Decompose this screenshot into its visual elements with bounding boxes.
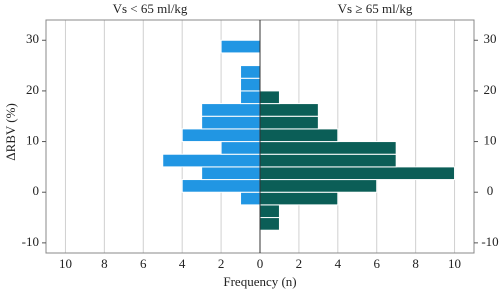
- y-tick-label: 20: [484, 82, 497, 97]
- bar: [259, 204, 280, 219]
- y-tick-label: -10: [22, 234, 39, 249]
- bar: [201, 115, 261, 130]
- x-tick-label: 2: [218, 256, 225, 271]
- x-tick-label: 6: [140, 256, 147, 271]
- bar: [259, 153, 397, 168]
- bar: [201, 166, 261, 181]
- bar: [259, 90, 280, 105]
- y-tick-label: 10: [26, 133, 39, 148]
- bar: [259, 191, 339, 206]
- x-tick-label: 4: [179, 256, 186, 271]
- bar: [220, 39, 261, 54]
- bar: [259, 115, 319, 130]
- x-tick-label: 8: [412, 256, 419, 271]
- bar: [181, 128, 261, 143]
- y-tick-label: 10: [484, 133, 497, 148]
- x-tick-label: 8: [101, 256, 108, 271]
- x-axis-label: Frequency (n): [223, 274, 296, 289]
- y-tick-label: 0: [487, 183, 494, 198]
- y-tick-label: -10: [481, 234, 498, 249]
- x-tick-label: 6: [373, 256, 380, 271]
- x-tick-label: 10: [59, 256, 72, 271]
- bar: [240, 191, 261, 206]
- bar: [259, 103, 319, 117]
- bar: [259, 166, 456, 181]
- bar: [240, 77, 261, 92]
- y-tick-label: 30: [26, 31, 39, 46]
- y-tick-label: 0: [33, 183, 40, 198]
- bar: [259, 217, 280, 231]
- y-axis-label: ΔRBV (%): [3, 103, 18, 161]
- left-title: Vs < 65 ml/kg: [113, 1, 188, 16]
- bar: [259, 141, 397, 155]
- x-tick-label: 2: [296, 256, 303, 271]
- bar: [240, 90, 261, 105]
- y-tick-label: 30: [484, 31, 497, 46]
- bar: [201, 103, 261, 117]
- bar: [162, 153, 261, 168]
- right-title: Vs ≥ 65 ml/kg: [338, 1, 413, 16]
- bar: [220, 141, 261, 155]
- bar: [181, 179, 261, 193]
- x-tick-label: 4: [335, 256, 342, 271]
- bar: [259, 179, 378, 193]
- x-tick-label: 10: [448, 256, 461, 271]
- x-tick-label: 0: [257, 256, 264, 271]
- bar: [259, 128, 339, 143]
- y-tick-label: 20: [26, 82, 39, 97]
- bar: [240, 65, 261, 79]
